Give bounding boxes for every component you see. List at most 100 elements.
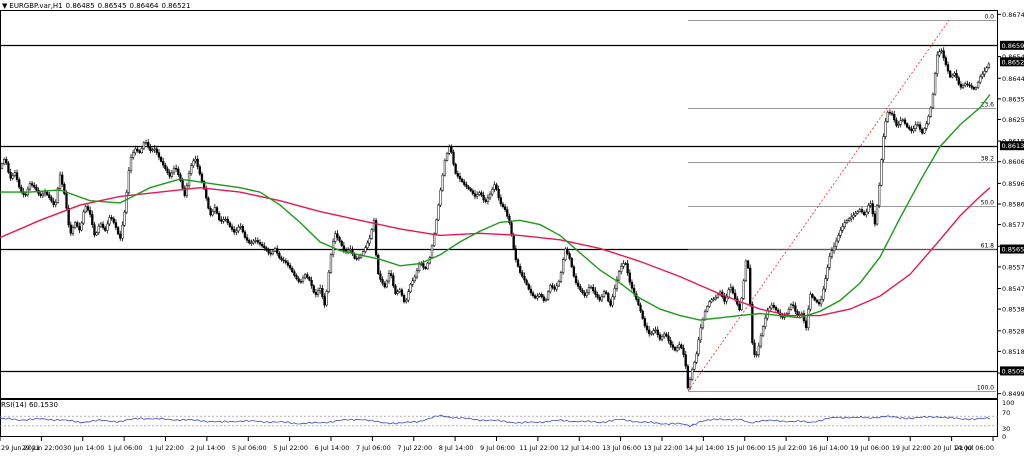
candle-bear bbox=[668, 336, 670, 341]
candle-bear bbox=[117, 227, 119, 234]
candle-bull bbox=[807, 309, 809, 328]
candle-bull bbox=[771, 305, 773, 308]
time-axis-label: 7 Jul 06:00 bbox=[356, 444, 391, 452]
candle-bull bbox=[870, 204, 872, 206]
candle-bear bbox=[287, 262, 289, 265]
fib-trend-line[interactable] bbox=[688, 20, 949, 390]
candle-bull bbox=[857, 211, 859, 213]
candle-bull bbox=[74, 223, 76, 228]
candle-bear bbox=[724, 297, 726, 302]
candle-bull bbox=[977, 82, 979, 88]
candle-bull bbox=[984, 71, 986, 74]
candle-bear bbox=[392, 276, 394, 286]
candle-bull bbox=[225, 219, 227, 220]
time-axis-label: 16 Jul 14:00 bbox=[809, 444, 848, 452]
candle-bull bbox=[693, 362, 695, 369]
candle-bull bbox=[317, 291, 319, 295]
candle-bull bbox=[14, 173, 16, 176]
candle-bull bbox=[238, 227, 240, 231]
candle-bull bbox=[3, 159, 5, 164]
rsi-header: RSI(14) 60.1530 bbox=[1, 400, 61, 410]
candle-bull bbox=[930, 108, 932, 116]
candle-bull bbox=[676, 348, 678, 351]
candle-bull bbox=[448, 147, 450, 154]
candle-bull bbox=[251, 243, 253, 244]
candle-bull bbox=[122, 225, 124, 238]
candle-bear bbox=[315, 292, 317, 294]
candle-bear bbox=[175, 168, 177, 169]
candle-bear bbox=[403, 295, 405, 302]
candle-bear bbox=[294, 272, 296, 276]
candle-bear bbox=[483, 195, 485, 200]
candle-bull bbox=[588, 288, 590, 293]
candle-bull bbox=[704, 311, 706, 319]
candle-bear bbox=[582, 290, 584, 293]
candle-bear bbox=[70, 225, 72, 233]
candle-bull bbox=[612, 297, 614, 305]
candle-bear bbox=[102, 224, 104, 228]
candle-bull bbox=[661, 337, 663, 339]
candle-bull bbox=[536, 296, 538, 298]
candle-bear bbox=[971, 86, 973, 88]
candle-bear bbox=[356, 258, 358, 259]
candle-bear bbox=[631, 282, 633, 288]
candle-bear bbox=[61, 175, 63, 184]
price-label-text: 0.85657 bbox=[1002, 246, 1024, 254]
candle-bear bbox=[339, 237, 341, 241]
candle-bull bbox=[655, 330, 657, 331]
candle-bear bbox=[683, 348, 685, 355]
candle-bear bbox=[506, 210, 508, 217]
candle-bull bbox=[59, 175, 61, 188]
candle-bull bbox=[868, 205, 870, 212]
candle-bull bbox=[842, 226, 844, 230]
candle-bear bbox=[674, 347, 676, 350]
candle-bull bbox=[326, 291, 328, 305]
price-axis-label: 0.86445 bbox=[1002, 75, 1024, 83]
candle-bull bbox=[564, 249, 566, 260]
candle-bear bbox=[528, 284, 530, 289]
candle-bear bbox=[455, 164, 457, 173]
candle-bear bbox=[248, 240, 250, 243]
candle-bear bbox=[263, 246, 265, 248]
candle-bull bbox=[586, 292, 588, 295]
fib-level-label: 100.0 bbox=[977, 385, 994, 392]
time-axis-label: 14 Jul 14:00 bbox=[685, 444, 724, 452]
candle-bear bbox=[805, 321, 807, 328]
candle-bull bbox=[319, 288, 321, 291]
candle-bear bbox=[956, 73, 958, 77]
caret-down-icon[interactable]: ▼ bbox=[2, 0, 7, 12]
candle-bear bbox=[111, 217, 113, 218]
candle-bull bbox=[373, 220, 375, 229]
candle-bear bbox=[160, 157, 162, 161]
candle-bear bbox=[137, 149, 139, 151]
candle-bear bbox=[395, 286, 397, 294]
candle-bear bbox=[889, 112, 891, 113]
candle-bull bbox=[240, 226, 242, 227]
ma-fast-line bbox=[0, 95, 990, 321]
candle-bear bbox=[554, 287, 556, 289]
candle-bull bbox=[364, 248, 366, 252]
candle-bull bbox=[362, 252, 364, 256]
candle-bear bbox=[472, 191, 474, 194]
candle-bear bbox=[463, 182, 465, 185]
time-axis-label: 15 Jul 22:00 bbox=[768, 444, 807, 452]
candle-bull bbox=[678, 345, 680, 348]
candle-bear bbox=[872, 204, 874, 214]
candle-bull bbox=[603, 292, 605, 297]
candle-bull bbox=[186, 186, 188, 196]
candle-bull bbox=[44, 192, 46, 194]
candle-bull bbox=[788, 309, 790, 313]
close-value: 0.86521 bbox=[162, 2, 191, 10]
candle-bear bbox=[324, 297, 326, 305]
candle-bull bbox=[141, 149, 143, 153]
candle-bear bbox=[8, 163, 10, 172]
candle-bear bbox=[552, 286, 554, 288]
candle-bear bbox=[300, 281, 302, 282]
candle-bull bbox=[152, 150, 154, 151]
candle-bear bbox=[259, 242, 261, 244]
